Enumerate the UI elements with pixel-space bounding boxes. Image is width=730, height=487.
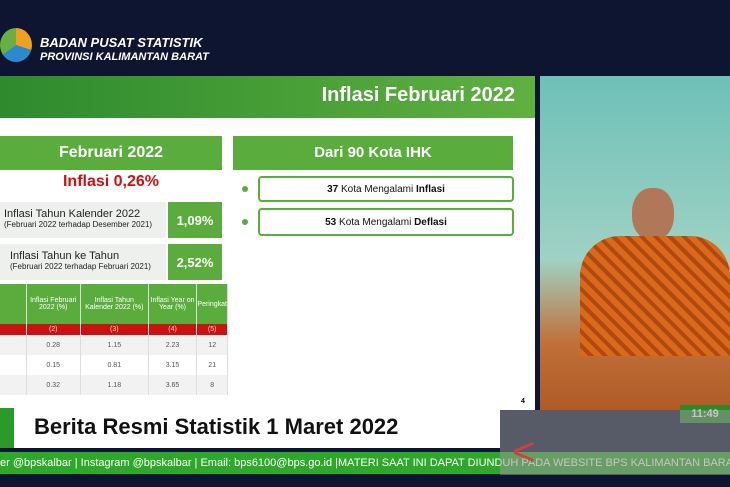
table-row: 0.15 0.81 3.15 21 (0, 355, 228, 375)
cities-header: Dari 90 Kota IHK (233, 136, 513, 170)
slide-header: Inflasi Februari 2022 (0, 76, 535, 118)
bps-logo (0, 28, 32, 62)
cell: 2.23 (148, 335, 198, 355)
table-number-row: (2) (3) (4) (5) (0, 324, 228, 335)
col-number: (2) (26, 324, 81, 335)
kalender-box: Inflasi Tahun Kalender 2022 (Februari 20… (0, 202, 166, 238)
label: Inflasi (416, 183, 445, 195)
col-number: (3) (80, 324, 149, 335)
org-name: BADAN PUSAT STATISTIK (40, 35, 203, 50)
yoy-sub: (Februari 2022 terhadap Februari 2021) (10, 262, 151, 271)
table-row: 0.28 1.15 2.23 12 (0, 335, 228, 355)
yoy-value: 2,52% (168, 244, 222, 280)
text: Kota Mengalami (340, 183, 414, 195)
page-number: 4 (521, 398, 525, 405)
col-header: Inflasi Februari 2022 (%) (26, 284, 81, 324)
kalender-value: 1,09% (168, 202, 222, 238)
cell: 0.28 (26, 335, 81, 355)
col-header: Peringkat (196, 284, 228, 324)
cell: 21 (196, 355, 228, 375)
cell: 3.15 (148, 355, 198, 375)
speaker-body (580, 236, 730, 356)
period-header: Februari 2022 (0, 136, 222, 170)
yoy-box: Inflasi Tahun ke Tahun (Februari 2022 te… (0, 244, 166, 280)
city-inflation-table: Inflasi Februari 2022 (%) Inflasi Tahun … (0, 284, 228, 395)
cell: 0.15 (26, 355, 81, 375)
speaker-video (540, 76, 730, 410)
col-number: (5) (196, 324, 228, 335)
lower-third: Berita Resmi Statistik 1 Maret 2022 (0, 408, 500, 448)
antara-logo-icon: < (512, 430, 538, 474)
table-header-row: Inflasi Februari 2022 (%) Inflasi Tahun … (0, 284, 228, 324)
kalender-sub: (Februari 2022 terhadap Desember 2021) (4, 220, 153, 229)
speaker-head (632, 188, 674, 240)
table-row: 0.32 1.18 3.65 8 (0, 375, 228, 395)
count: 37 (327, 183, 339, 195)
kalender-label: Inflasi Tahun Kalender 2022 (4, 208, 141, 220)
col-header: Inflasi Year on Year (%) (148, 284, 198, 324)
col-header: Inflasi Tahun Kalender 2022 (%) (80, 284, 149, 324)
antara-watermark: < (500, 410, 730, 475)
bullet-icon (242, 219, 248, 225)
cell: 12 (196, 335, 228, 355)
count: 53 (325, 216, 337, 228)
deflation-cities: 53 Kota Mengalami Deflasi (258, 208, 514, 236)
slide-title: Inflasi Februari 2022 (321, 84, 515, 106)
cell: 3.65 (148, 375, 198, 395)
cell: 0.81 (80, 355, 149, 375)
col-number: (4) (148, 324, 198, 335)
yoy-label: Inflasi Tahun ke Tahun (10, 250, 120, 262)
lower-third-title: Berita Resmi Statistik 1 Maret 2022 (34, 414, 399, 439)
cell: 1.15 (80, 335, 149, 355)
label: Deflasi (414, 216, 447, 228)
cell: 1.18 (80, 375, 149, 395)
inflation-cities: 37 Kota Mengalami Inflasi (258, 176, 514, 202)
province-name: PROVINSI KALIMANTAN BARAT (40, 51, 209, 63)
cell: 0.32 (26, 375, 81, 395)
bullet-icon (242, 186, 248, 192)
text: Kota Mengalami (339, 216, 412, 228)
inflation-value: Inflasi 0,26% (62, 173, 160, 190)
cell: 8 (196, 375, 228, 395)
